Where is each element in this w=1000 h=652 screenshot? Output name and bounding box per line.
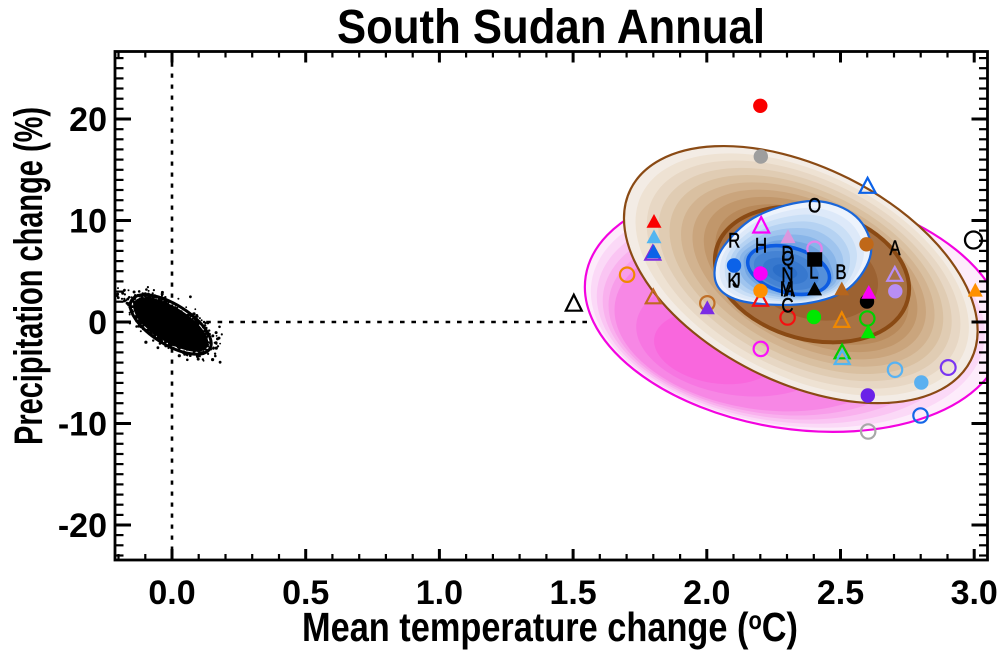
- svg-text:A: A: [784, 279, 795, 302]
- svg-text:C: C: [781, 295, 793, 318]
- svg-text:3.0: 3.0: [951, 574, 998, 612]
- svg-text:K: K: [727, 270, 738, 293]
- svg-text:O: O: [808, 194, 821, 217]
- svg-text:R: R: [728, 229, 740, 252]
- svg-text:A: A: [889, 237, 900, 260]
- svg-text:M: M: [780, 278, 794, 301]
- svg-text:Mean temperature change (oC): Mean temperature change (oC): [302, 604, 798, 650]
- svg-text:1.0: 1.0: [416, 574, 463, 612]
- svg-text:South Sudan Annual: South Sudan Annual: [337, 1, 765, 54]
- svg-text:-20: -20: [58, 507, 107, 545]
- svg-text:0.5: 0.5: [282, 574, 329, 612]
- svg-text:10: 10: [69, 203, 107, 241]
- svg-text:Q: Q: [781, 247, 794, 270]
- svg-text:D: D: [782, 243, 794, 266]
- svg-text:Precipitation change (%): Precipitation change (%): [7, 107, 51, 445]
- svg-text:0: 0: [88, 304, 107, 342]
- svg-text:B: B: [835, 261, 846, 284]
- svg-text:H: H: [755, 235, 767, 258]
- svg-text:N: N: [781, 264, 793, 287]
- svg-text:0.0: 0.0: [148, 574, 195, 612]
- svg-text:J: J: [732, 270, 740, 293]
- svg-text:2.0: 2.0: [683, 574, 730, 612]
- svg-text:20: 20: [69, 101, 107, 139]
- svg-text:L: L: [809, 261, 819, 284]
- svg-text:-10: -10: [58, 406, 107, 444]
- svg-text:2.5: 2.5: [817, 574, 864, 612]
- svg-text:1.5: 1.5: [549, 574, 596, 612]
